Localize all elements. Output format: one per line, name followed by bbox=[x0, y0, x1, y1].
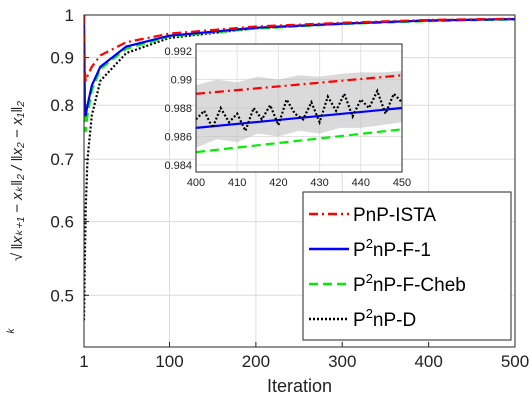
y-tick-label: 1 bbox=[65, 6, 74, 25]
y-tick-label: 0.5 bbox=[50, 286, 74, 305]
series-line bbox=[84, 15, 515, 82]
inset-x-tick-label: 430 bbox=[310, 177, 328, 189]
x-axis-title: Iteration bbox=[267, 376, 332, 396]
x-tick-label: 1 bbox=[79, 352, 88, 371]
y-axis-title: √ ‖xₖ₊₁ − xₖ‖₂ / ‖x₂ − x₁‖₂ k bbox=[6, 101, 26, 334]
y-tick-label: 0.6 bbox=[50, 213, 74, 232]
inset-y-tick-label: 0.988 bbox=[164, 103, 192, 115]
x-tick-label: 300 bbox=[328, 352, 356, 371]
inset-series-line bbox=[196, 74, 402, 95]
inset-x-tick-label: 400 bbox=[187, 177, 205, 189]
series-line bbox=[84, 15, 515, 133]
x-tick-label: 100 bbox=[155, 352, 183, 371]
inset-series-line bbox=[196, 88, 402, 134]
x-tick-label: 400 bbox=[414, 352, 442, 371]
legend-label: P2nP-F-1 bbox=[353, 236, 431, 261]
zoom-inset: 400 410 420 430 440 450 0.984 0.986 0.988 0.99 0.9… bbox=[164, 43, 411, 189]
inset-y-tick-label: 0.992 bbox=[164, 46, 192, 58]
inset-x-tick-label: 410 bbox=[228, 177, 246, 189]
y-tick-label: 0.8 bbox=[50, 96, 74, 115]
inset-frame bbox=[195, 43, 403, 173]
x-tick-label: 200 bbox=[242, 352, 270, 371]
legend-label: PnP-ISTA bbox=[353, 205, 436, 226]
legend-box bbox=[302, 191, 512, 341]
inset-x-tick-label: 420 bbox=[269, 177, 287, 189]
inset-x-tick-label: 440 bbox=[352, 177, 370, 189]
inset-y-tick-label: 0.99 bbox=[171, 75, 192, 87]
x-tick-labels: 1 100 200 300 400 500 bbox=[79, 352, 529, 371]
y-tick-label: 0.7 bbox=[50, 150, 74, 169]
inset-series-line bbox=[196, 128, 402, 154]
y-tick-label: 0.9 bbox=[50, 49, 74, 68]
legend-label: P2nP-D bbox=[353, 306, 416, 331]
inset-x-tick-label: 450 bbox=[393, 177, 411, 189]
y-axis-root-index: k bbox=[6, 328, 17, 334]
inset-y-tick-label: 0.984 bbox=[164, 160, 192, 172]
plot-frame bbox=[83, 14, 516, 348]
y-tick-labels: 0.5 0.6 0.7 0.8 0.9 1 bbox=[50, 6, 74, 305]
inset-y-tick-label: 0.986 bbox=[164, 131, 192, 143]
x-tick-label: 500 bbox=[501, 352, 529, 371]
y-axis-formula: √ ‖xₖ₊₁ − xₖ‖₂ / ‖x₂ − x₁‖₂ bbox=[9, 101, 26, 261]
series-layer bbox=[84, 15, 515, 321]
inset-series-line bbox=[196, 106, 402, 129]
